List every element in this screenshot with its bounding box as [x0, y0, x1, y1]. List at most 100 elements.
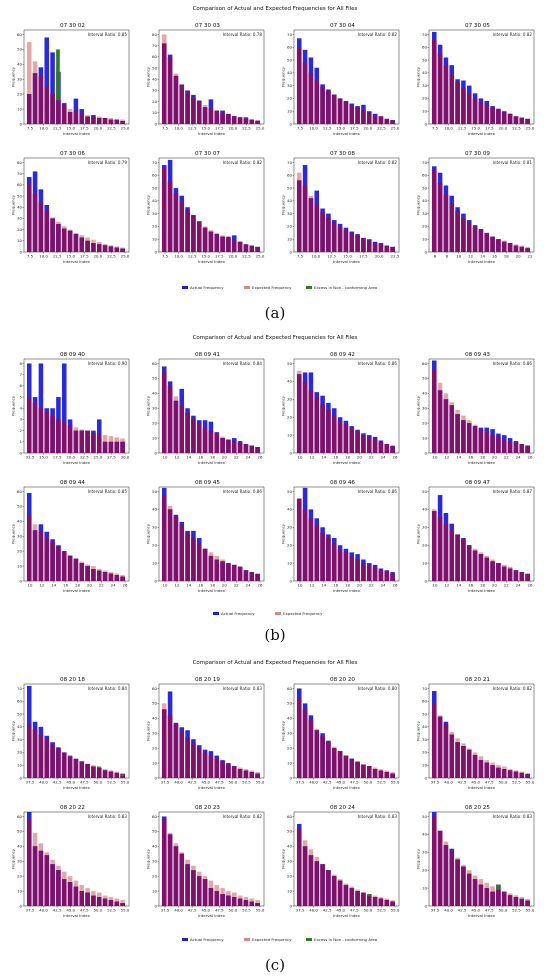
interval-ratio-label: Interval Ratio: 0.80 — [358, 686, 398, 691]
y-tick-label: 30 — [17, 216, 22, 221]
overlap-bar — [361, 563, 366, 581]
figure-caption: (c) — [265, 956, 285, 974]
y-tick-label: 30 — [152, 211, 157, 216]
overlap-bar — [237, 117, 243, 124]
y-tick-label: 50 — [287, 185, 292, 190]
y-tick-label: 10 — [152, 560, 157, 565]
overlap-bar — [355, 761, 360, 778]
panel-title: 08 09 41 — [195, 352, 220, 358]
overlap-bar — [490, 107, 495, 124]
x-tick-label: 18 — [75, 583, 80, 588]
panel: 07 30 04 0 10 20 30 40 50 60 70 7.5 10.0 12.5 15.0 17… — [281, 23, 400, 136]
x-axis-label: Interval Index — [333, 913, 361, 918]
x-tick-label: 40.0 — [444, 780, 453, 785]
x-tick-label: 22.5 — [107, 254, 116, 259]
overlap-bar — [378, 898, 384, 906]
interval-ratio-label: Interval Ratio: 0.85 — [88, 32, 128, 37]
x-tick-label: 10 — [28, 583, 33, 588]
x-tick-label: 12.5 — [188, 126, 197, 131]
y-tick-label: 50 — [287, 489, 292, 494]
x-tick-label: 22.5 — [391, 254, 400, 259]
y-axis-label: Frequency — [416, 194, 421, 215]
legend-label: Excess in Non - conforming Area — [314, 285, 378, 290]
overlap-bar — [461, 539, 466, 581]
figure-title: Comparison of Actual and Expected Freque… — [193, 6, 358, 12]
x-tick-label: 14 — [321, 583, 326, 588]
overlap-bar — [455, 534, 460, 581]
overlap-bar — [226, 237, 231, 252]
overlap-bar — [161, 819, 167, 906]
overlap-bar — [302, 381, 308, 453]
figure-group-a: Comparison of Actual and Expected Freque… — [11, 6, 535, 322]
y-tick-label: 6 — [20, 383, 23, 388]
y-axis-label: Frequency — [281, 848, 286, 869]
overlap-bar — [61, 551, 67, 581]
y-tick-label: 40 — [422, 198, 427, 203]
overlap-bar — [185, 532, 190, 581]
overlap-bar — [431, 511, 437, 581]
y-axis-label: Frequency — [146, 848, 151, 869]
overlap-bar — [255, 573, 260, 581]
overlap-bar — [443, 399, 449, 453]
x-axis-label: Interval Index — [198, 259, 226, 264]
x-tick-label: 10 — [433, 583, 438, 588]
x-tick-label: 14 — [456, 583, 461, 588]
overlap-bar — [114, 772, 120, 778]
y-tick-label: 0 — [155, 775, 158, 780]
overlap-bar — [496, 436, 501, 453]
overlap-bar — [50, 864, 55, 906]
overlap-bar — [478, 884, 484, 906]
overlap-bar — [484, 234, 490, 252]
overlap-bar — [179, 202, 185, 252]
x-tick-label: 52.5 — [107, 780, 116, 785]
y-tick-label: 50 — [17, 711, 22, 716]
y-axis-label: Frequency — [146, 66, 151, 87]
y-tick-label: 50 — [287, 701, 292, 706]
overlap-bar — [44, 537, 50, 581]
panel: 08 09 41 0 10 20 30 40 50 60 10 12 14 16 18 20 22 24 26 I… — [146, 352, 265, 465]
overlap-bar — [79, 430, 85, 453]
overlap-bar — [302, 62, 308, 124]
overlap-bar — [478, 760, 484, 778]
overlap-bar — [196, 876, 202, 906]
overlap-bar — [108, 771, 114, 778]
y-tick-label: 70 — [152, 43, 157, 48]
overlap-bar — [26, 724, 32, 778]
panel: 08 20 20 0 10 20 30 40 50 60 37.5 40.0 42.5 45.0 47.… — [281, 677, 400, 790]
y-tick-label: 7 — [20, 372, 23, 377]
y-tick-label: 60 — [17, 32, 22, 37]
y-tick-label: 10 — [17, 106, 22, 111]
y-tick-label: 20 — [422, 420, 427, 425]
overlap-bar — [249, 245, 255, 252]
overlap-bar — [461, 88, 466, 124]
overlap-bar — [449, 850, 455, 906]
overlap-bar — [320, 86, 325, 124]
overlap-bar — [496, 563, 501, 581]
overlap-bar — [296, 498, 302, 581]
y-tick-label: 60 — [422, 361, 427, 366]
y-tick-label: 60 — [152, 686, 157, 691]
overlap-bar — [496, 109, 501, 124]
overlap-bar — [372, 438, 378, 453]
overlap-bar — [202, 548, 208, 581]
overlap-bar — [173, 193, 179, 252]
y-tick-label: 70 — [422, 32, 427, 37]
y-tick-label: 30 — [152, 731, 157, 736]
overlap-bar — [461, 420, 466, 453]
overlap-bar — [378, 244, 384, 252]
x-tick-label: 37.5 — [161, 908, 170, 913]
overlap-bar — [226, 764, 231, 778]
overlap-bar — [96, 433, 102, 453]
panel: 08 09 47 0 10 20 30 40 50 10 12 14 16 18 20 22 24 26 Int… — [416, 480, 535, 593]
overlap-bar — [519, 444, 525, 453]
overlap-bar — [355, 235, 360, 252]
overlap-bar — [26, 515, 32, 581]
y-tick-label: 30 — [422, 406, 427, 411]
x-tick-label: 18 — [345, 455, 350, 460]
x-tick-label: 24 — [111, 583, 116, 588]
overlap-bar — [32, 73, 38, 124]
x-tick-label: 12 — [174, 583, 179, 588]
overlap-bar — [56, 224, 61, 252]
overlap-bar — [196, 748, 202, 778]
overlap-bar — [214, 758, 220, 778]
